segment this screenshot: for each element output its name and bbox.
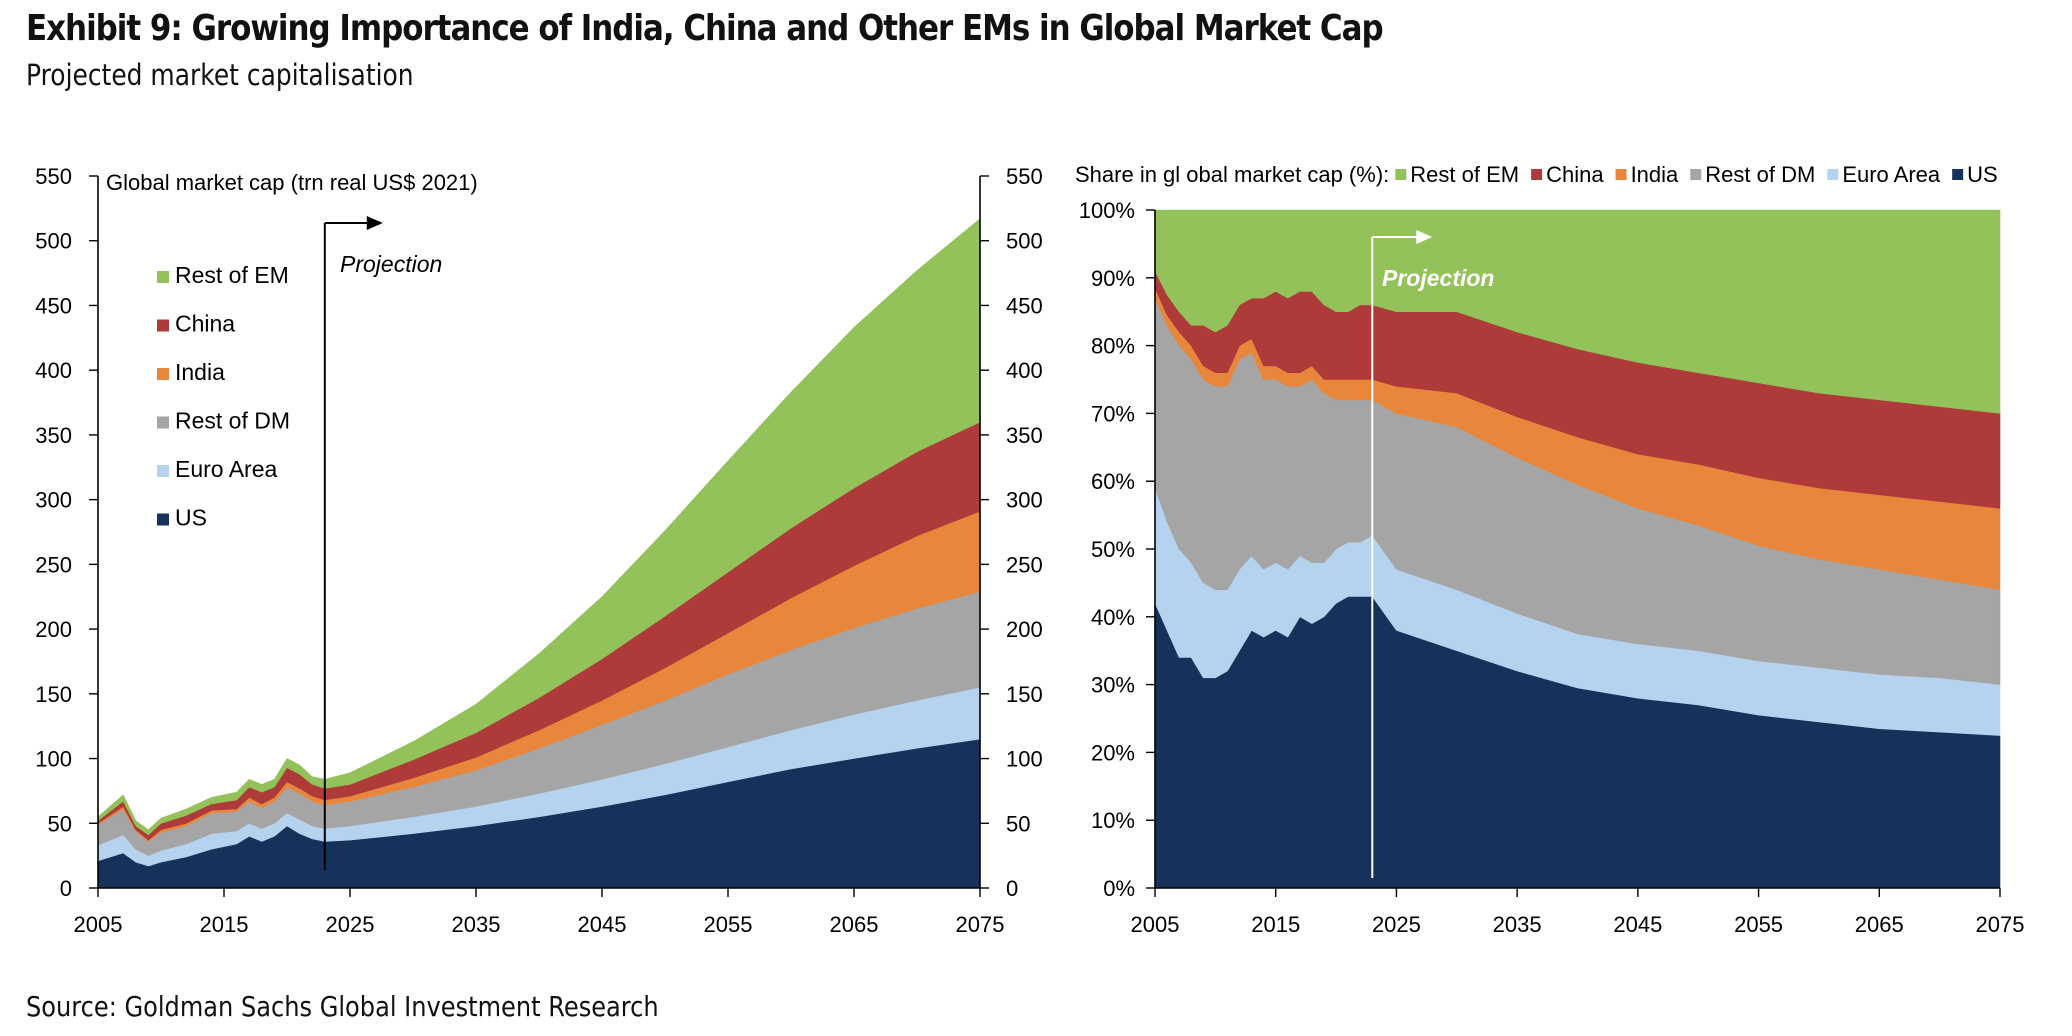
x-tick-label: 2045 <box>1613 912 1662 937</box>
legend-label: Rest of EM <box>175 262 289 288</box>
legend-label: Euro Area <box>175 456 277 482</box>
y-tick-label-left: 250 <box>35 552 72 577</box>
chart-title: Global market cap (trn real US$ 2021) <box>106 170 478 195</box>
y-tick-label-left: 300 <box>35 488 72 513</box>
legend-swatch <box>157 465 169 477</box>
y-tick-label-right: 200 <box>1006 617 1043 642</box>
projection-label: Projection <box>340 251 442 277</box>
x-tick-label: 2015 <box>200 912 249 937</box>
legend-label: Rest of DM <box>1705 162 1815 187</box>
y-tick-label-left: 500 <box>35 229 72 254</box>
y-tick-label: 0% <box>1103 876 1135 901</box>
y-tick-label-left: 200 <box>35 617 72 642</box>
x-tick-label: 2065 <box>1855 912 1904 937</box>
legend-label: India <box>1631 162 1679 187</box>
projection-label: Projection <box>1382 265 1494 291</box>
legend-label: Rest of EM <box>1410 162 1519 187</box>
y-tick-label-left: 550 <box>35 164 72 189</box>
y-tick-label-left: 450 <box>35 293 72 318</box>
x-tick-label: 2025 <box>326 912 375 937</box>
legend-swatch <box>1395 169 1407 180</box>
y-tick-label: 90% <box>1091 266 1135 291</box>
y-tick-label: 50% <box>1091 537 1135 562</box>
chart-2: 2005 2015 2025 2035 2045 2055 2065 2075 0% 10% 20%… <box>1075 162 2024 937</box>
x-tick-label: 2025 <box>1372 912 1421 937</box>
x-tick-label: 2055 <box>1734 912 1783 937</box>
legend-swatch <box>1615 169 1627 180</box>
legend-swatch <box>157 416 169 429</box>
y-tick-label: 10% <box>1091 808 1135 833</box>
projection-arrow-head <box>1416 230 1433 244</box>
legend-label: Euro Area <box>1842 162 1941 187</box>
x-tick-label: 2055 <box>704 912 753 937</box>
y-tick-label-right: 300 <box>1006 488 1043 513</box>
legend-label: China <box>175 311 235 337</box>
x-tick-label: 2015 <box>1251 912 1300 937</box>
y-tick-label-right: 500 <box>1006 229 1043 254</box>
y-tick-label: 20% <box>1091 740 1135 765</box>
x-tick-label: 2075 <box>1976 912 2025 937</box>
legend-swatch <box>1952 169 1964 180</box>
y-tick-label-right: 550 <box>1006 164 1043 189</box>
y-tick-label-left: 100 <box>35 747 72 772</box>
x-tick-label: 2005 <box>1131 912 1180 937</box>
chart-title: Share in gl obal market cap (%): <box>1075 162 1389 187</box>
y-tick-label-left: 150 <box>35 682 72 707</box>
y-tick-label-left: 350 <box>35 423 72 448</box>
legend-label: China <box>1546 162 1604 187</box>
y-tick-label-right: 350 <box>1006 423 1043 448</box>
y-tick-label-left: 400 <box>35 358 72 383</box>
y-tick-label-right: 0 <box>1006 876 1018 901</box>
legend-label: Rest of DM <box>175 408 290 434</box>
y-tick-label-right: 250 <box>1006 552 1043 577</box>
y-tick-label: 60% <box>1091 469 1135 494</box>
legend-swatch <box>1531 169 1543 180</box>
y-tick-label: 30% <box>1091 673 1135 698</box>
legend-label: US <box>1967 162 1998 187</box>
y-tick-label-right: 450 <box>1006 293 1043 318</box>
y-tick-label-right: 150 <box>1006 682 1043 707</box>
y-tick-label: 40% <box>1091 605 1135 630</box>
legend-swatch <box>157 271 169 283</box>
y-tick-label-left: 50 <box>48 811 72 836</box>
legend-swatch <box>157 513 169 526</box>
x-tick-label: 2075 <box>956 912 1005 937</box>
y-tick-label-left: 0 <box>60 876 72 901</box>
area-rest-of-em <box>1154 209 2001 414</box>
x-tick-label: 2045 <box>578 912 627 937</box>
y-tick-label-right: 50 <box>1006 811 1030 836</box>
x-tick-label: 2035 <box>1493 912 1542 937</box>
legend-swatch <box>1690 169 1702 180</box>
exhibit-subtitle: Projected market capitalisation <box>26 58 414 92</box>
x-tick-label: 2035 <box>452 912 501 937</box>
y-tick-label-right: 100 <box>1006 747 1043 772</box>
legend-label: India <box>175 359 225 385</box>
x-tick-label: 2005 <box>74 912 123 937</box>
x-tick-label: 2065 <box>830 912 879 937</box>
y-tick-label: 100% <box>1079 198 1135 223</box>
y-tick-label: 70% <box>1091 401 1135 426</box>
legend-swatch <box>157 368 169 380</box>
y-tick-label-right: 400 <box>1006 358 1043 383</box>
legend-swatch <box>1827 169 1839 180</box>
y-tick-label: 80% <box>1091 334 1135 359</box>
projection-arrow-head <box>366 216 383 230</box>
legend-label: US <box>175 505 207 531</box>
exhibit-title: Exhibit 9: Growing Importance of India, … <box>26 8 1384 49</box>
legend-swatch <box>157 319 169 332</box>
source-note: Source: Goldman Sachs Global Investment … <box>26 990 659 1023</box>
